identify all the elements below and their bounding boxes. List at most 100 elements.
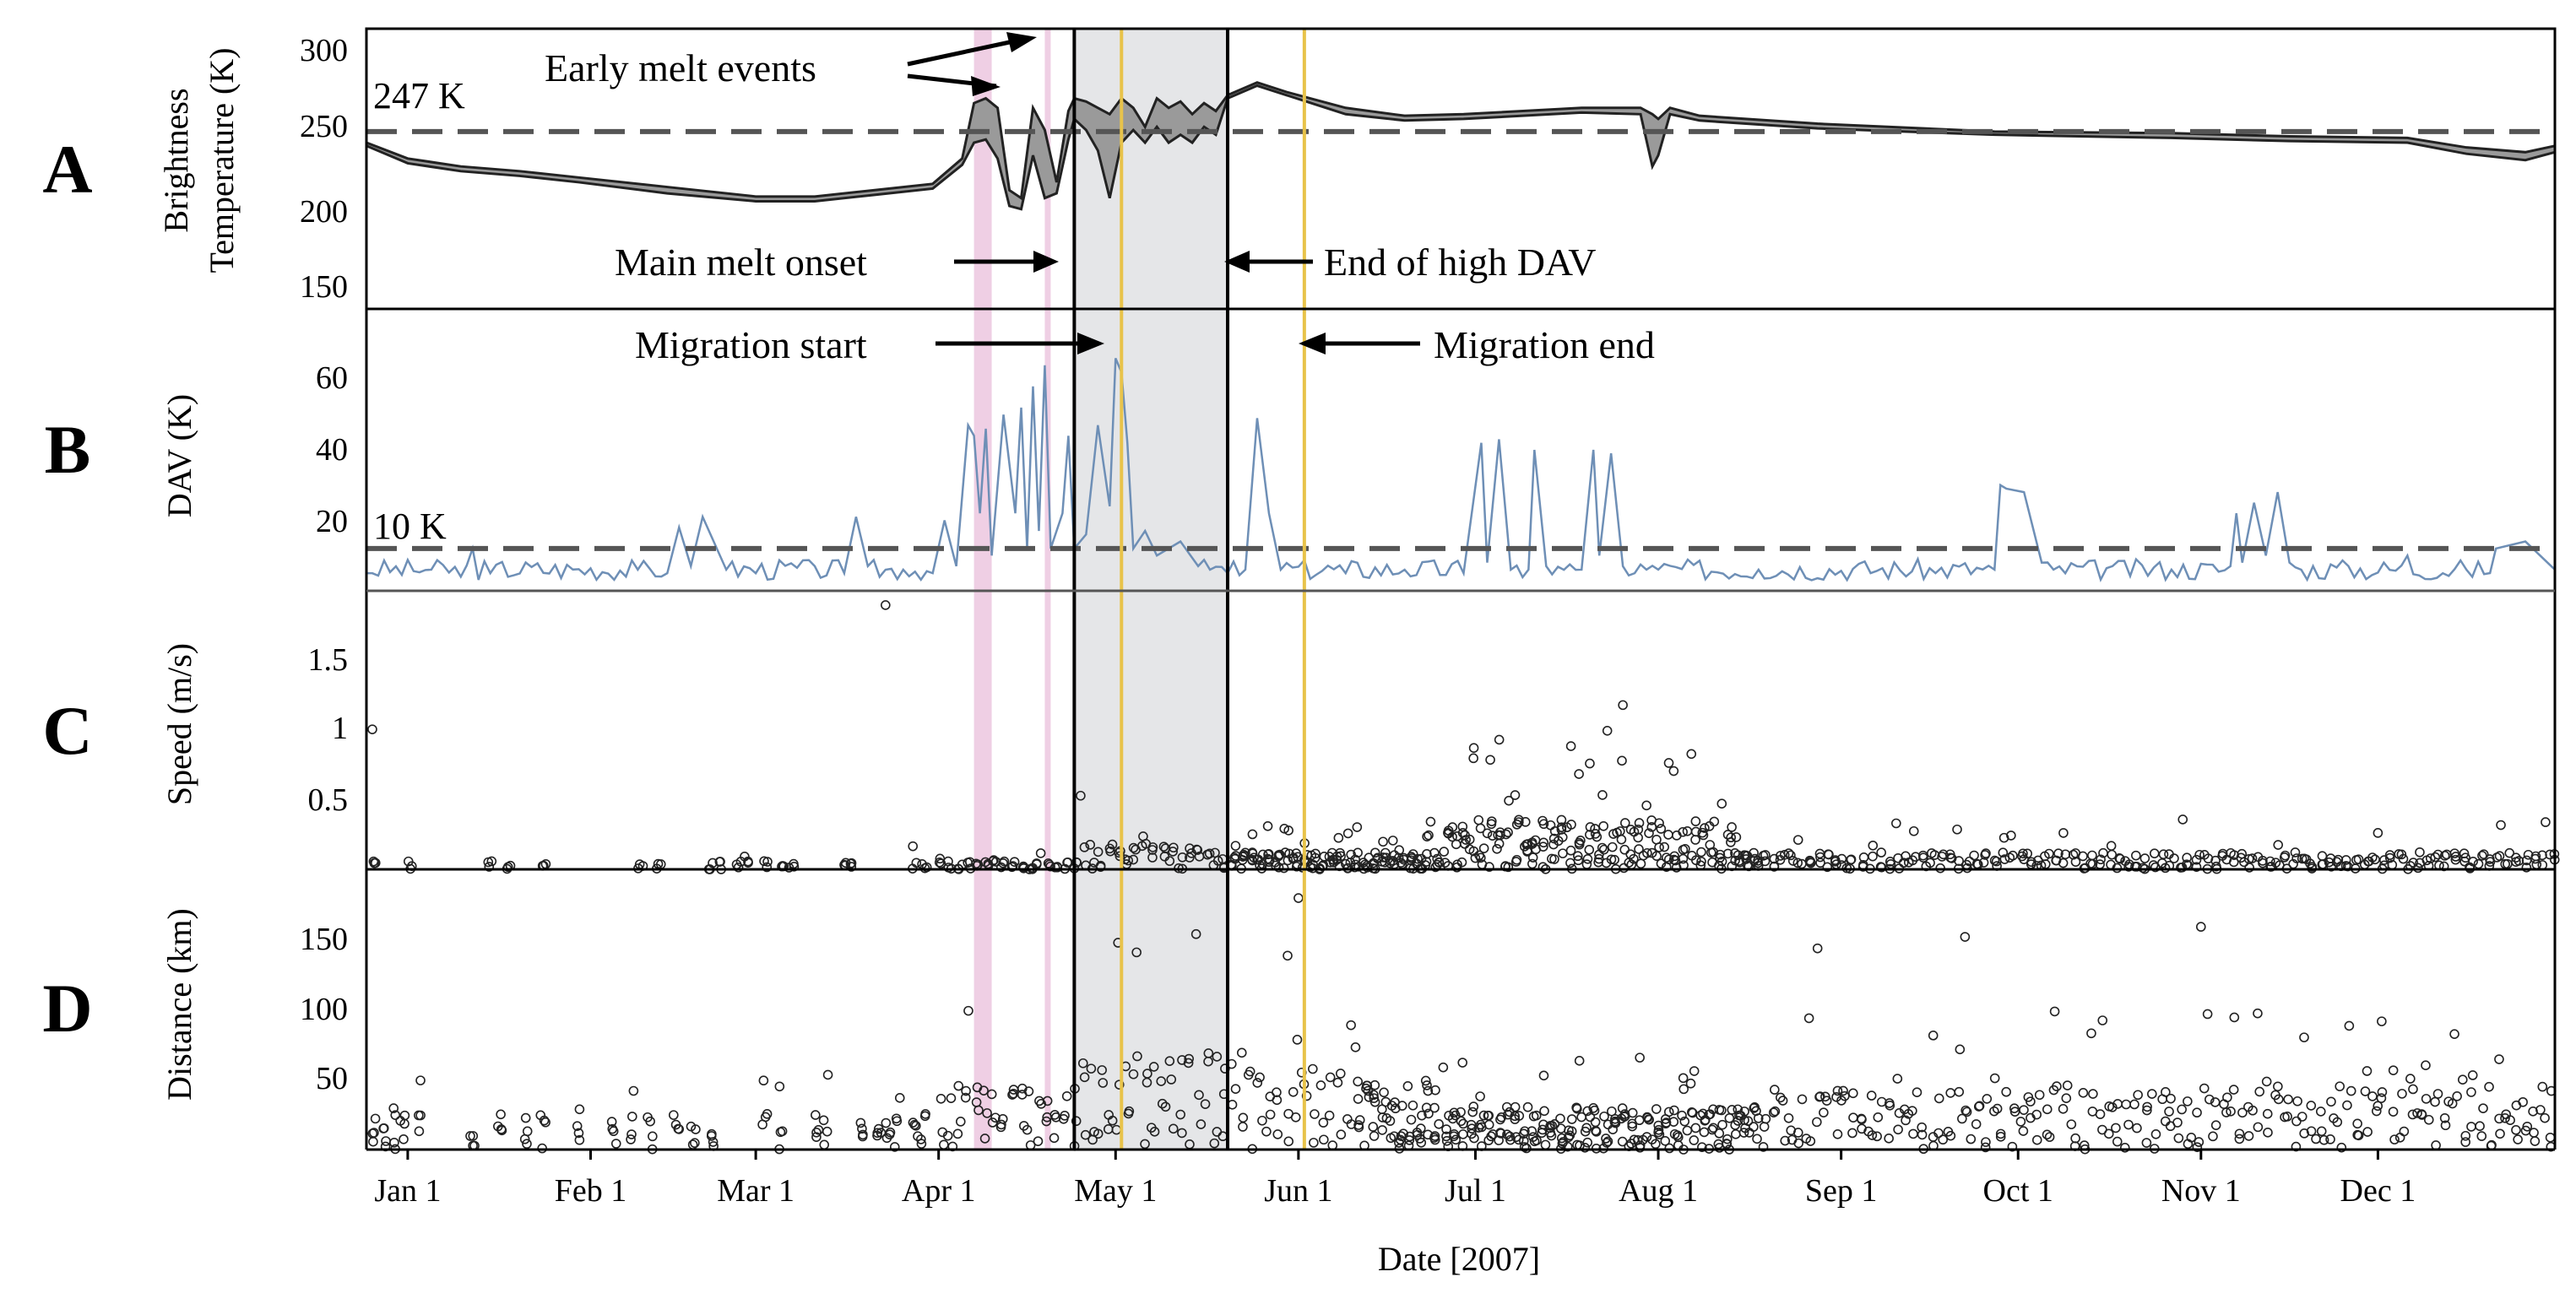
speed-point xyxy=(1093,847,1104,858)
distance-point xyxy=(2112,1136,2123,1147)
speed-point xyxy=(1753,858,1764,868)
speed-point xyxy=(2459,848,2470,858)
speed-point xyxy=(1425,816,1436,827)
distance-point xyxy=(2107,1102,2118,1112)
speed-point xyxy=(1504,795,1514,806)
distance-point xyxy=(1309,1138,1319,1148)
speed-point xyxy=(762,857,773,867)
distance-point xyxy=(2377,1016,2387,1026)
speed-point xyxy=(1147,852,1158,863)
distance-point xyxy=(2173,1133,2184,1144)
distance-point xyxy=(1041,1116,1052,1127)
distance-point xyxy=(1177,1128,1187,1139)
speed-point xyxy=(1545,820,1556,831)
speed-point xyxy=(1575,836,1586,846)
speed-point xyxy=(1981,848,1991,858)
distance-point xyxy=(2306,1126,2317,1137)
distance-point xyxy=(1520,1126,1530,1137)
speed-point xyxy=(1786,850,1796,861)
panel-a-ylabel-line1: Brightness xyxy=(157,88,195,232)
speed-point xyxy=(1607,841,1618,852)
distance-point xyxy=(1423,1085,1434,1096)
distance-point xyxy=(872,1128,883,1139)
speed-point xyxy=(988,856,998,867)
speed-point xyxy=(1978,858,1989,868)
speed-point xyxy=(1095,862,1106,872)
distance-point xyxy=(1856,1113,1867,1124)
distance-point xyxy=(2031,1109,2042,1120)
distance-point xyxy=(1698,1108,1708,1119)
distance-point xyxy=(1714,1128,1725,1139)
speed-point xyxy=(2305,858,2315,868)
distance-point xyxy=(881,1117,892,1128)
panel-d-plot xyxy=(367,893,2557,1155)
speed-point xyxy=(1925,858,1935,868)
speed-point xyxy=(1537,862,1548,872)
distance-point xyxy=(1682,1125,1693,1136)
distance-point xyxy=(1527,1126,1537,1137)
distance-point xyxy=(2292,1096,2302,1107)
distance-point xyxy=(952,1128,963,1139)
distance-point xyxy=(1635,1052,1645,1063)
panel-c-ytick-0.5: 0.5 xyxy=(308,782,349,818)
distance-point xyxy=(2048,1085,2059,1096)
distance-point xyxy=(2346,1085,2356,1096)
distance-point xyxy=(2194,1137,2205,1147)
distance-point xyxy=(395,1116,406,1126)
speed-point xyxy=(2468,857,2478,867)
speed-point xyxy=(1514,814,1524,825)
distance-point xyxy=(496,1109,506,1120)
x-axis-label: Date [2007] xyxy=(1378,1240,1540,1278)
distance-point xyxy=(2196,922,2206,932)
speed-point xyxy=(1641,800,1651,811)
speed-point xyxy=(2131,850,2141,861)
distance-point xyxy=(1642,1112,1653,1123)
distance-point xyxy=(1872,1131,1882,1142)
distance-point xyxy=(2221,1107,2232,1117)
distance-point xyxy=(2009,1103,2020,1113)
speed-point xyxy=(1769,862,1780,872)
speed-point xyxy=(2112,863,2123,874)
speed-point xyxy=(1598,820,1609,831)
speed-point xyxy=(1565,741,1576,751)
x-tick-label: Sep 1 xyxy=(1805,1173,1878,1209)
distance-point xyxy=(2431,1140,2441,1150)
distance-point xyxy=(1368,1122,1379,1132)
speed-point xyxy=(1822,862,1833,873)
speed-point xyxy=(1633,832,1643,843)
speed-point xyxy=(998,858,1008,868)
distance-point xyxy=(1603,1136,1613,1147)
distance-point xyxy=(522,1126,533,1137)
annotation-early-melt: Early melt events xyxy=(545,46,816,89)
distance-point xyxy=(1960,932,1971,942)
distance-point xyxy=(2299,1032,2309,1042)
speed-point xyxy=(1565,858,1575,868)
speed-point xyxy=(1158,841,1169,852)
distance-point xyxy=(1689,1066,1700,1076)
distance-point xyxy=(465,1131,475,1141)
speed-point xyxy=(2340,855,2351,865)
speed-point xyxy=(1434,858,1445,868)
distance-point xyxy=(1252,1078,1263,1088)
speed-point xyxy=(2485,857,2496,867)
panel-b-plot xyxy=(366,357,2556,583)
speed-point xyxy=(1792,858,1803,868)
distance-point xyxy=(2332,1117,2343,1128)
distance-point xyxy=(1582,1137,1593,1148)
distance-point xyxy=(1589,1105,1600,1116)
distance-point xyxy=(1832,1085,1843,1096)
distance-point xyxy=(2070,1133,2080,1144)
speed-point xyxy=(1868,851,1878,862)
panel-c-ytick-1.5: 1.5 xyxy=(308,642,349,678)
distance-point xyxy=(2376,1093,2387,1103)
speed-point xyxy=(2006,831,2016,841)
distance-point xyxy=(626,1134,636,1144)
speed-point xyxy=(1656,824,1667,834)
distance-point xyxy=(2397,1089,2407,1099)
speed-point xyxy=(1394,845,1405,856)
distance-point xyxy=(2280,1112,2290,1123)
distance-point xyxy=(1449,1107,1460,1118)
distance-point xyxy=(1775,1092,1786,1103)
distance-point xyxy=(2421,1094,2432,1104)
speed-point xyxy=(1690,835,1700,845)
